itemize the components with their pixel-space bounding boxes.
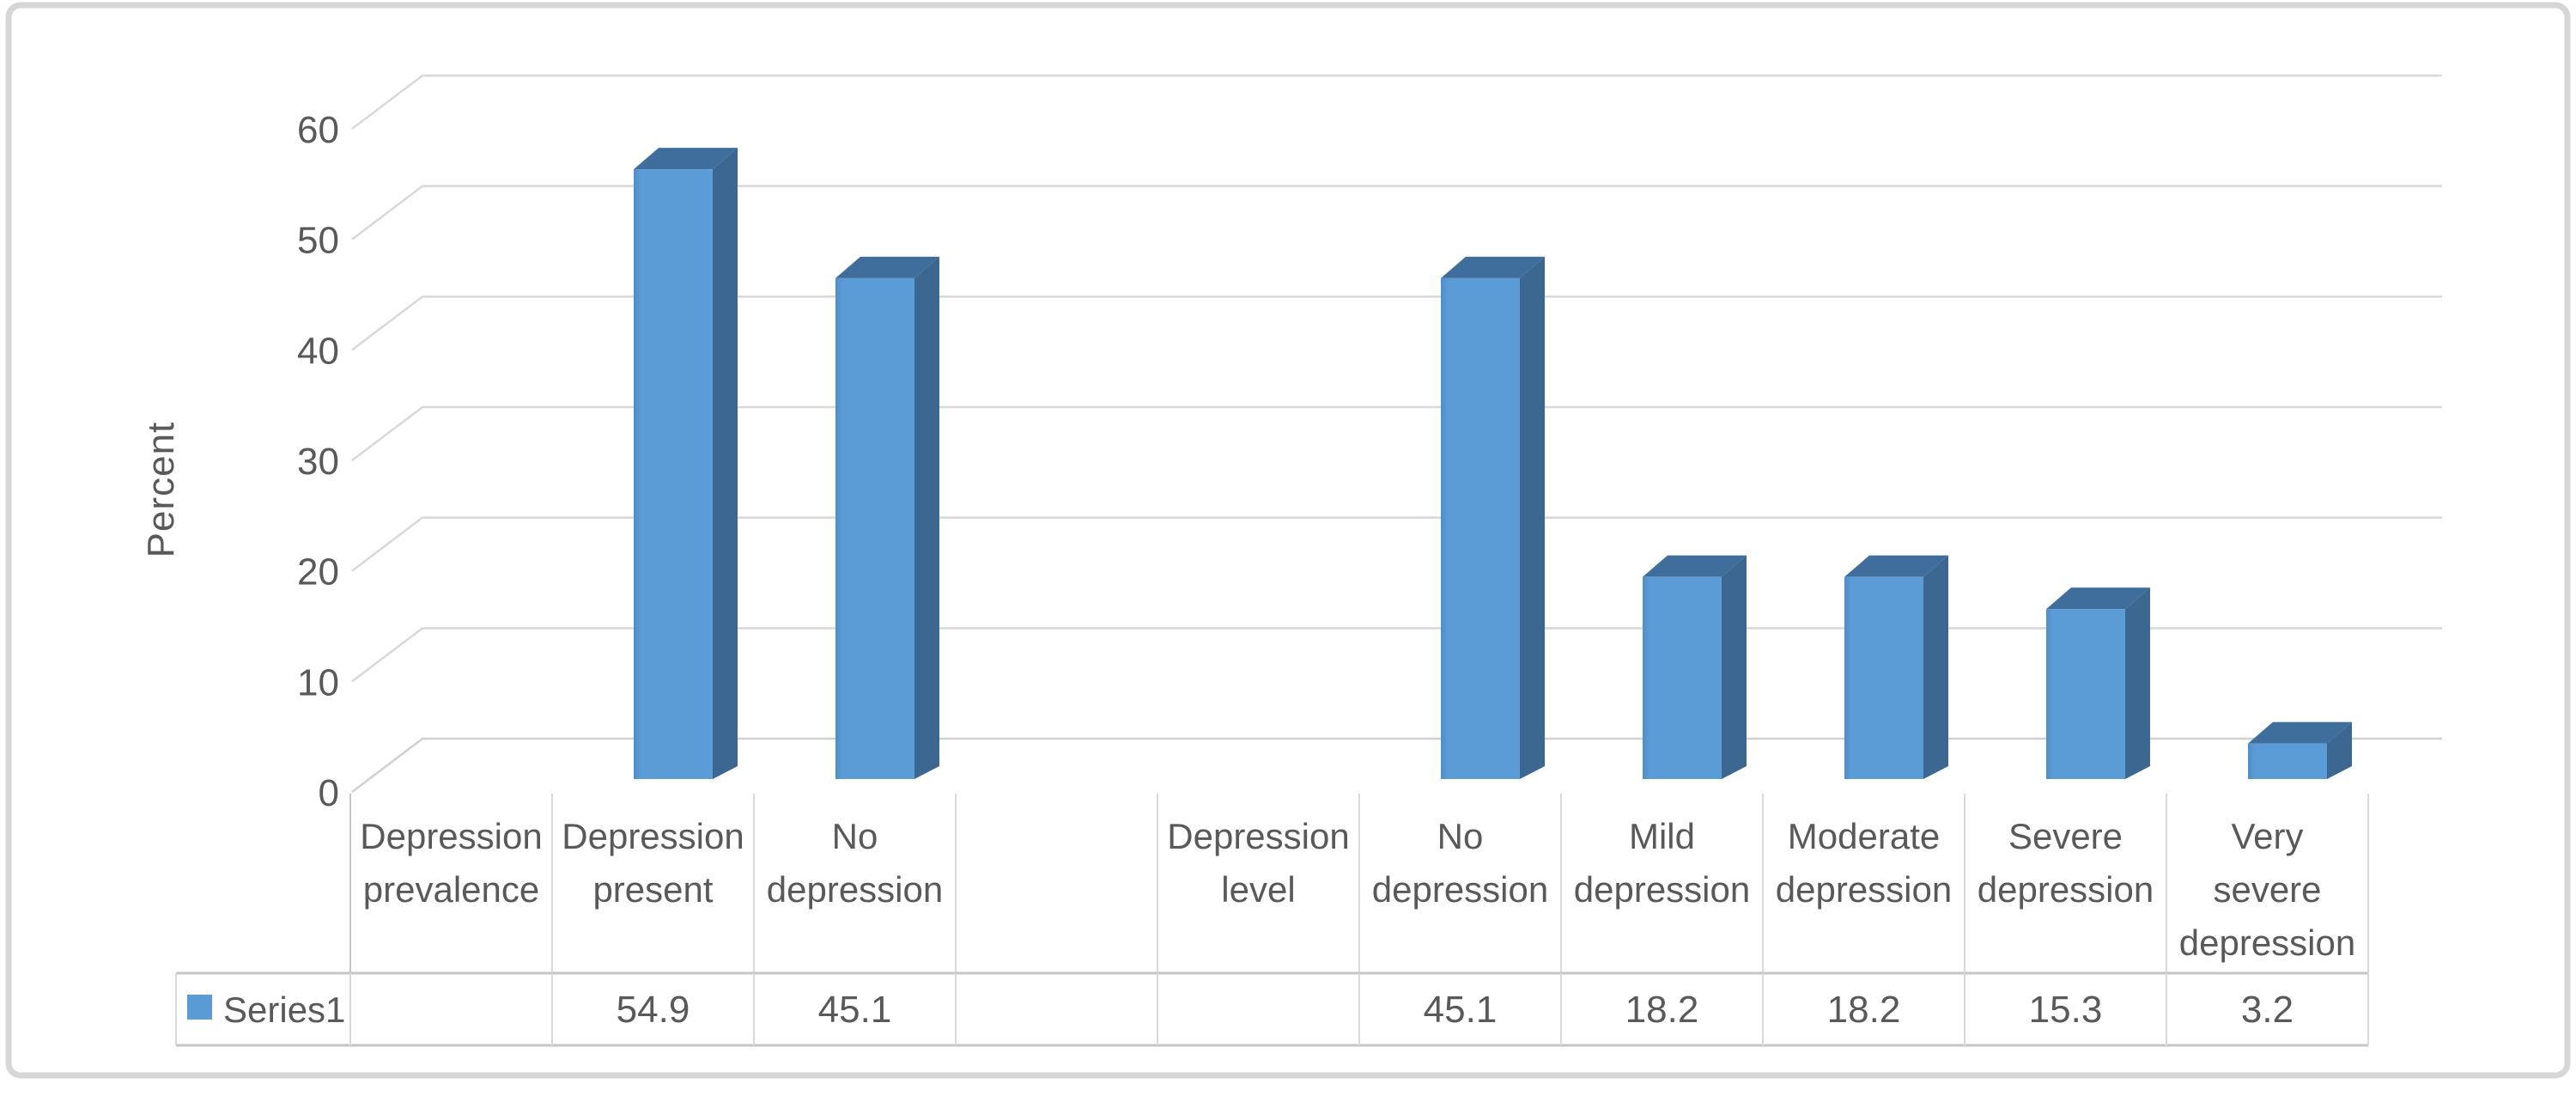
y-axis-tick-50: 50 — [297, 220, 339, 262]
table-value-very-severe-depression: 3.2 — [2241, 989, 2293, 1031]
table-value-no-depression: 45.1 — [818, 989, 892, 1031]
table-value-no-depression: 45.1 — [1424, 989, 1498, 1031]
bar-depression-present — [634, 148, 738, 779]
legend-key: Series1 — [187, 989, 345, 1030]
bar-top-face — [1844, 555, 1948, 577]
bar-no-depression — [1441, 256, 1545, 779]
bar-side-face — [2327, 721, 2352, 779]
bar-mild-depression — [1643, 555, 1747, 779]
bar-front-face — [1441, 277, 1520, 779]
bar-front-face — [2046, 609, 2125, 779]
gridline-10 — [351, 627, 2442, 683]
x-axis-label-very-severe-depression: Very severe depression — [2179, 816, 2355, 963]
bar-front-face — [634, 169, 713, 779]
bar-front-face — [1643, 576, 1722, 779]
y-axis-tick-40: 40 — [297, 330, 339, 372]
y-axis-tick-20: 20 — [297, 551, 339, 594]
chart-outer-border — [5, 2, 2571, 1079]
bar-side-face — [914, 256, 939, 779]
table-value-mild-depression: 18.2 — [1625, 989, 1699, 1031]
x-axis-label-depression-present: Depression present — [562, 816, 744, 910]
gridline-60 — [351, 74, 2442, 130]
x-axis-label-depression-level: Depression level — [1167, 816, 1349, 910]
gridline-40 — [351, 295, 2442, 351]
bar-front-face — [835, 277, 914, 779]
bar-top-face — [2046, 588, 2150, 610]
bar-side-face — [1722, 555, 1747, 779]
table-value-severe-depression: 15.3 — [2029, 989, 2103, 1031]
table-value-depression-present: 54.9 — [617, 989, 690, 1031]
bar-no-depression — [835, 256, 939, 779]
table-value-moderate-depression: 18.2 — [1827, 989, 1901, 1031]
bar-top-face — [2248, 721, 2352, 744]
bar-top-face — [1441, 256, 1545, 278]
series-color-swatch — [187, 995, 212, 1020]
bar-moderate-depression — [1844, 555, 1948, 779]
x-axis-baseline — [351, 737, 2442, 793]
gridlines-group: 0 10 20 30 40 50 60 — [297, 74, 2442, 814]
gridline-30 — [351, 405, 2442, 461]
bar-side-face — [1520, 256, 1545, 779]
legend-series-label: Series1 — [223, 989, 345, 1030]
x-axis-label-severe-depression: Severe depression — [1978, 816, 2154, 910]
bar-top-face — [634, 148, 738, 170]
x-axis-label-mild-depression: Mild depression — [1574, 816, 1750, 910]
bar-very-severe-depression — [2248, 721, 2352, 779]
bar-side-face — [1923, 555, 1948, 779]
bar-side-face — [713, 148, 738, 779]
y-axis-tick-30: 30 — [297, 441, 339, 483]
bar-front-face — [1844, 576, 1923, 779]
y-axis-title: Percent — [140, 422, 182, 558]
bar-top-face — [1643, 555, 1747, 577]
bars-group — [634, 148, 2352, 779]
gridline-20 — [351, 516, 2442, 572]
gridline-50 — [351, 185, 2442, 240]
bar-severe-depression — [2046, 588, 2150, 779]
x-axis-label-moderate-depression: Moderate depression — [1776, 816, 1952, 910]
y-axis-tick-0: 0 — [319, 772, 339, 814]
bar-front-face — [2248, 743, 2327, 779]
x-axis-label-depression-prevalence: Depression prevalence — [360, 816, 542, 910]
y-axis-tick-10: 10 — [297, 661, 339, 703]
bar-top-face — [835, 256, 939, 278]
bar-side-face — [2125, 588, 2150, 779]
data-table-group: Series1 54.9 45.1 45.1 18.2 18.2 15.3 3.2 — [175, 971, 2369, 1047]
x-axis-label-no-depression: No depression — [767, 816, 943, 910]
x-axis-label-no-depression: No depression — [1372, 816, 1548, 910]
y-axis-tick-60: 60 — [297, 109, 339, 151]
